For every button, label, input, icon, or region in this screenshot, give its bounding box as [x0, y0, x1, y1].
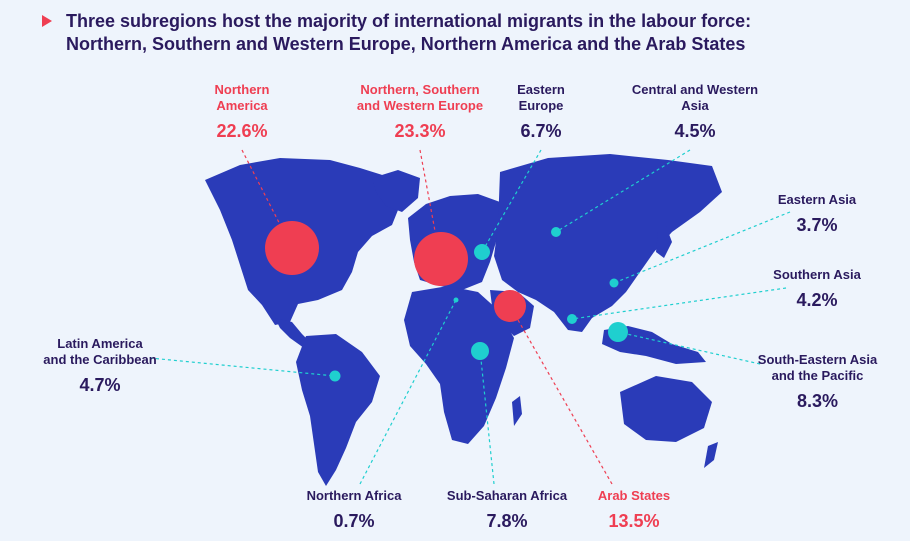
region-name: Northern Africa: [306, 488, 402, 503]
landmass-greenland: [372, 170, 420, 212]
region-name: Eastern Europe: [517, 82, 565, 113]
region-name: Southern Asia: [773, 267, 861, 282]
triangle-bullet-icon: [42, 15, 52, 27]
region-name: Latin America and the Caribbean: [43, 336, 157, 367]
leader-eastern-europe: [481, 149, 542, 253]
bubble-nsw-europe: [414, 232, 468, 286]
region-name: Central and Western Asia: [631, 82, 759, 113]
label-eastern-asia: Eastern Asia 3.7%: [752, 192, 882, 236]
label-southern-asia: Southern Asia 4.2%: [752, 267, 882, 311]
bubble-sub-saharan-africa: [471, 342, 489, 360]
leader-central-western-asia: [555, 149, 691, 233]
region-value: 22.6%: [216, 121, 268, 141]
landmass-new-zealand: [704, 442, 718, 468]
landmass-australia: [620, 376, 712, 442]
bubble-latin-america: [329, 370, 341, 382]
region-name: Northern America: [214, 82, 270, 113]
region-value: 7.8%: [486, 511, 528, 531]
bubble-arab-states: [494, 290, 526, 322]
bubble-northern-america: [265, 221, 319, 275]
title-line-2: Northern, Southern and Western Europe, N…: [66, 34, 746, 54]
region-value: 4.7%: [79, 375, 121, 395]
leader-lines: [149, 149, 791, 485]
region-name: South-Eastern Asia and the Pacific: [757, 352, 878, 383]
bubble-south-eastern-asia: [608, 322, 628, 342]
bubble-southern-asia: [567, 314, 577, 324]
landmass-south-america: [296, 334, 380, 486]
leader-latin-america: [149, 357, 336, 377]
bubble-central-western-asia: [551, 227, 561, 237]
label-arab-states: Arab States 13.5%: [574, 488, 694, 532]
region-name: Sub-Saharan Africa: [446, 488, 568, 503]
region-value: 3.7%: [796, 215, 838, 235]
label-south-eastern-asia: South-Eastern Asia and the Pacific 8.3%: [745, 352, 890, 412]
chart-title: Three subregions host the majority of in…: [42, 10, 882, 56]
leader-south-eastern-asia: [617, 331, 761, 365]
label-sub-saharan-africa: Sub-Saharan Africa 7.8%: [432, 488, 582, 532]
label-nsw-europe: Northern, Southern and Western Europe 23…: [340, 82, 500, 142]
leader-arab-states: [509, 305, 613, 485]
leader-northern-africa: [359, 299, 457, 485]
landmass-madagascar: [512, 396, 522, 426]
label-latin-america: Latin America and the Caribbean 4.7%: [35, 336, 165, 396]
label-central-western-asia: Central and Western Asia 4.5%: [615, 82, 775, 142]
leader-southern-asia: [571, 287, 787, 320]
label-eastern-europe: Eastern Europe 6.7%: [496, 82, 586, 142]
bubble-northern-africa: [453, 297, 459, 303]
region-name: Northern, Southern and Western Europe: [356, 82, 484, 113]
bubble-eastern-asia: [609, 278, 619, 288]
landmass-asia: [494, 154, 722, 332]
region-name: Arab States: [597, 488, 671, 503]
title-line-1: Three subregions host the majority of in…: [66, 11, 752, 31]
leader-sub-saharan-africa: [479, 349, 495, 485]
landmass-central-america: [275, 318, 312, 348]
label-northern-africa: Northern Africa 0.7%: [294, 488, 414, 532]
landmass-maritime-asia: [602, 326, 706, 364]
region-value: 23.3%: [394, 121, 446, 141]
region-value: 13.5%: [608, 511, 660, 531]
continents: [205, 154, 722, 486]
leader-eastern-asia: [613, 211, 791, 284]
region-value: 6.7%: [520, 121, 562, 141]
bubble-eastern-europe: [474, 244, 490, 260]
landmass-japan: [656, 226, 672, 258]
region-value: 8.3%: [796, 391, 839, 411]
landmass-africa: [404, 286, 514, 444]
bubbles: [265, 221, 628, 382]
region-value: 0.7%: [333, 511, 375, 531]
region-value: 4.5%: [674, 121, 716, 141]
region-name: Eastern Asia: [777, 192, 857, 207]
label-northern-america: Northern America 22.6%: [182, 82, 302, 142]
region-value: 4.2%: [796, 290, 838, 310]
